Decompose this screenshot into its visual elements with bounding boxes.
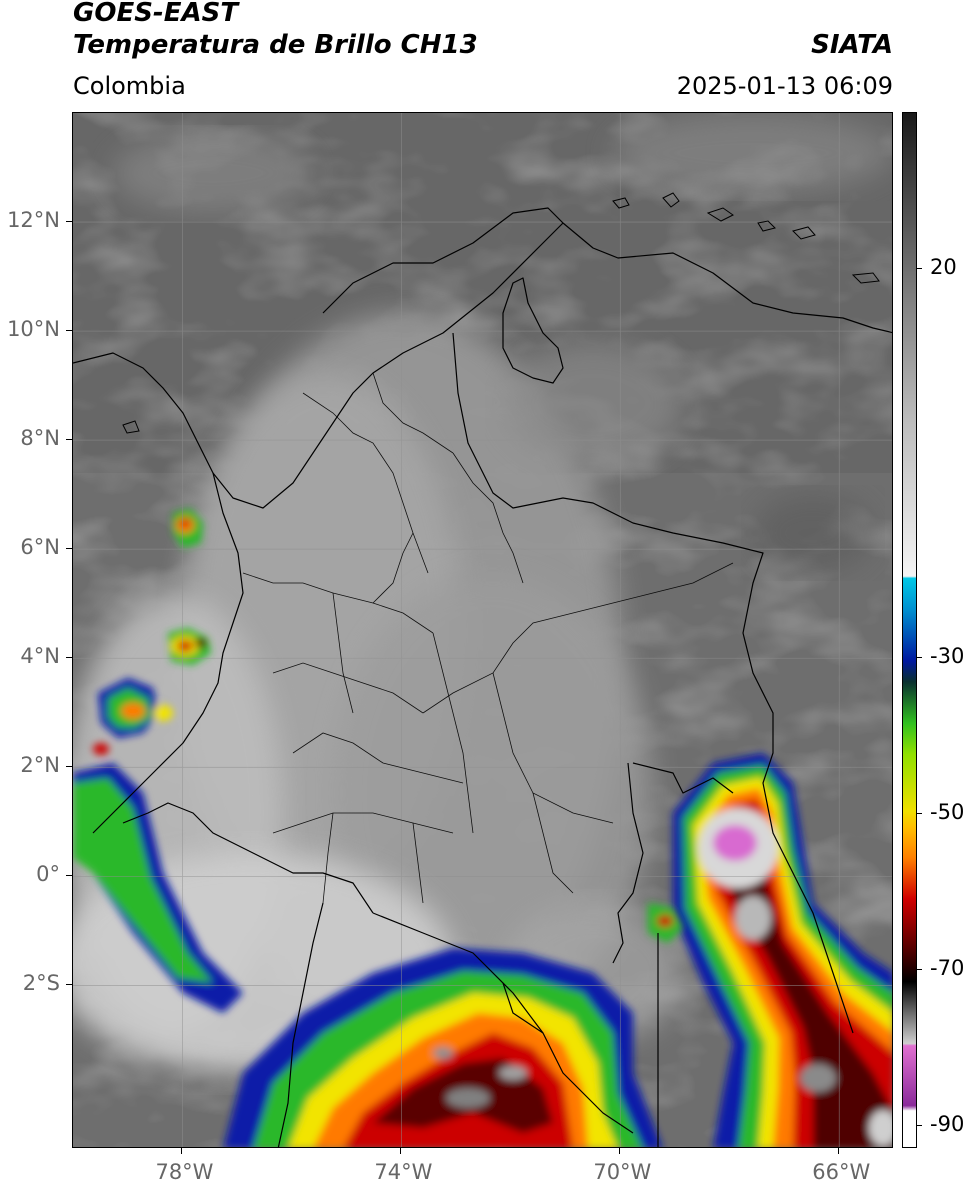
lat-tick-label: 4°N	[20, 644, 60, 669]
datetime-label: 2025-01-13 06:09	[676, 72, 893, 100]
lon-tick-label: 70°W	[593, 1160, 652, 1184]
satellite-title: GOES-EAST	[73, 0, 239, 28]
colorbar-tick-mark	[916, 968, 922, 970]
lon-tick-mark	[838, 1148, 840, 1154]
agency-label: SIATA	[811, 30, 893, 60]
lon-tick-label: 66°W	[812, 1160, 871, 1184]
lat-tick-label: 2°N	[20, 753, 60, 778]
graticule	[73, 113, 892, 1147]
colorbar-tick-mark	[916, 1124, 922, 1126]
lat-tick-mark	[66, 875, 72, 877]
department-borders	[242, 372, 734, 904]
lat-tick-label: 0°	[36, 862, 60, 887]
region-label: Colombia	[73, 72, 186, 100]
lat-tick-mark	[66, 221, 72, 223]
lon-tick-mark	[619, 1148, 621, 1154]
lat-tick-mark	[66, 548, 72, 550]
colorbar-tick-mark	[916, 657, 922, 659]
colorbar-tick-label: -50	[930, 800, 965, 825]
lat-tick-mark	[66, 330, 72, 332]
colorbar	[902, 112, 917, 1148]
lat-tick-label: 8°N	[20, 426, 60, 451]
lat-tick-mark	[66, 657, 72, 659]
island-coastlines	[122, 192, 880, 434]
product-title: Temperatura de Brillo CH13	[73, 30, 478, 60]
colorbar-tick-mark	[916, 813, 922, 815]
lon-tick-mark	[181, 1148, 183, 1154]
colorbar-tick-label: -30	[930, 644, 965, 669]
lon-tick-mark	[400, 1148, 402, 1154]
lat-tick-label: 2°S	[22, 971, 60, 996]
convective-clouds	[73, 509, 892, 1147]
colorbar-tick-label: 20	[930, 254, 957, 279]
satellite-map[interactable]	[72, 112, 893, 1148]
colorbar-tick-label: -90	[930, 1111, 965, 1136]
lon-tick-label: 74°W	[374, 1160, 433, 1184]
colorbar-tick-mark	[916, 267, 922, 269]
lon-tick-label: 78°W	[155, 1160, 214, 1184]
lat-tick-mark	[66, 984, 72, 986]
lat-tick-mark	[66, 439, 72, 441]
colorbar-tick-label: -70	[930, 955, 965, 980]
country-borders	[73, 207, 892, 1147]
lat-tick-label: 10°N	[7, 317, 60, 342]
lat-tick-label: 12°N	[7, 208, 60, 233]
lat-tick-mark	[66, 766, 72, 768]
ir-background	[73, 113, 892, 1147]
lat-tick-label: 6°N	[20, 535, 60, 560]
